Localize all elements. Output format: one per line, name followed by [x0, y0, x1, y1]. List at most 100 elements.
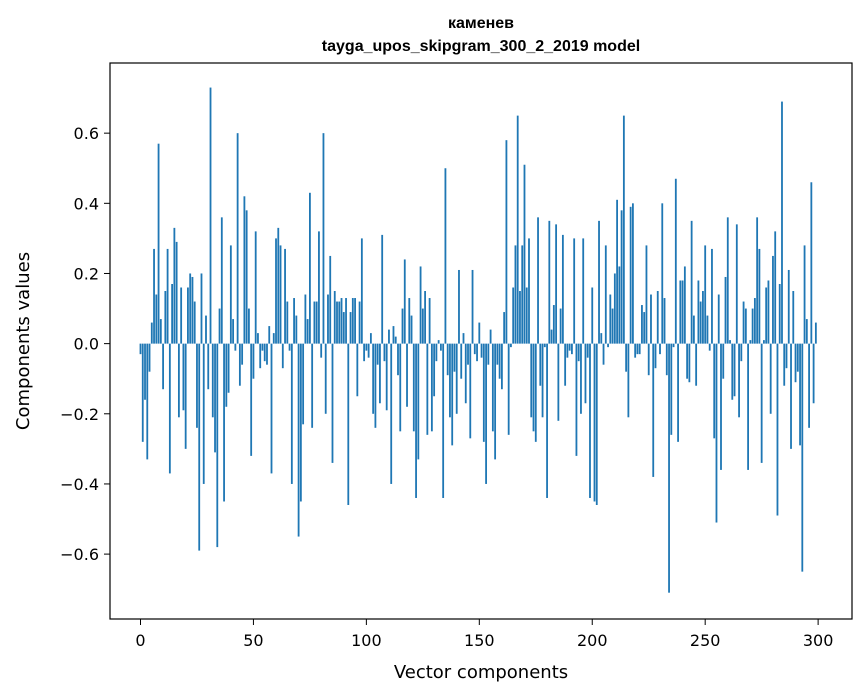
bar-150	[478, 322, 481, 344]
bar-172	[528, 238, 530, 344]
bar-75	[309, 192, 311, 344]
bar-160	[500, 343, 503, 390]
bar-94	[351, 298, 354, 344]
bar-154	[487, 343, 490, 365]
y-tick-label-3: 0.0	[74, 335, 99, 354]
bar-107	[381, 234, 384, 344]
bar-236	[672, 343, 675, 348]
bar-258	[722, 343, 725, 379]
bar-88	[338, 301, 341, 344]
bar-63	[281, 343, 284, 369]
bar-28	[202, 343, 205, 484]
bar-106	[379, 343, 381, 404]
bar-250	[704, 245, 707, 344]
bar-237	[674, 178, 677, 344]
bar-155	[489, 329, 492, 344]
bar-296	[808, 343, 810, 428]
bar-298	[812, 343, 815, 404]
bar-294	[803, 245, 806, 344]
bar-235	[670, 343, 673, 435]
bar-25	[196, 343, 198, 428]
x-tick-label-6: 300	[803, 631, 834, 650]
bar-116	[401, 308, 404, 344]
chart-subtitle: tayga_upos_skipgram_300_2_2019 model	[322, 38, 640, 55]
bar-6	[153, 248, 155, 344]
bar-1	[141, 343, 144, 442]
bar-51	[254, 231, 257, 344]
bar-129	[430, 343, 433, 432]
bar-276	[763, 340, 765, 344]
bar-224	[645, 245, 648, 344]
bar-285	[783, 343, 786, 386]
bar-292	[799, 343, 801, 446]
bar-279	[769, 343, 772, 414]
bar-283	[778, 284, 781, 344]
bar-153	[485, 343, 487, 484]
bar-143	[462, 333, 465, 344]
bar-215	[625, 343, 628, 372]
bar-199	[589, 343, 591, 498]
bar-5	[150, 322, 153, 344]
bar-159	[498, 343, 501, 379]
bar-244	[690, 220, 693, 344]
bar-32	[211, 343, 214, 418]
bar-9	[159, 319, 162, 344]
bar-203	[598, 220, 600, 344]
y-tick-label-4: 0.2	[74, 264, 99, 283]
bar-174	[532, 343, 535, 432]
bar-175	[534, 343, 537, 442]
bar-97	[358, 301, 361, 344]
bar-58	[270, 343, 273, 474]
bar-24	[193, 301, 196, 344]
bar-76	[311, 343, 314, 428]
bar-131	[435, 343, 438, 362]
bar-290	[794, 343, 797, 383]
y-tick-label-5: 0.4	[74, 194, 99, 213]
y-axis-label: Components values	[13, 252, 34, 430]
bar-26	[198, 343, 201, 551]
bar-227	[652, 343, 655, 477]
bar-13	[168, 343, 171, 474]
bar-118	[406, 343, 408, 407]
bar-85	[331, 343, 334, 463]
bar-208	[609, 294, 612, 344]
bar-137	[449, 343, 451, 418]
bar-180	[546, 343, 548, 498]
bar-92	[347, 343, 350, 505]
bar-69	[295, 315, 298, 344]
bar-121	[412, 343, 415, 432]
bar-44	[238, 343, 241, 386]
bar-183	[552, 305, 555, 344]
bar-29	[205, 315, 207, 344]
bar-7	[155, 294, 158, 344]
bar-48	[248, 308, 250, 344]
bar-132	[437, 340, 440, 344]
bar-206	[604, 245, 607, 344]
bar-205	[602, 343, 605, 365]
bar-30	[207, 343, 210, 390]
bar-56	[266, 343, 268, 365]
bar-165	[512, 287, 515, 344]
bar-120	[410, 315, 413, 344]
bar-284	[781, 101, 783, 344]
bar-282	[776, 343, 779, 516]
bar-166	[514, 245, 517, 344]
bar-38	[225, 343, 228, 407]
y-tick-label-2: −0.2	[60, 405, 99, 424]
bar-43	[236, 133, 239, 344]
bar-86	[333, 291, 336, 344]
bar-185	[557, 343, 560, 421]
bar-204	[600, 333, 603, 344]
bar-157	[494, 343, 497, 460]
bar-248	[699, 301, 702, 344]
bar-278	[767, 280, 770, 344]
bar-126	[424, 291, 426, 344]
bar-10	[162, 343, 164, 390]
bar-39	[227, 343, 230, 393]
bar-271	[751, 308, 754, 344]
bar-125	[421, 308, 424, 344]
bar-87	[336, 301, 338, 344]
bar-102	[369, 333, 372, 344]
bar-64	[284, 248, 286, 344]
bar-226	[650, 294, 652, 344]
